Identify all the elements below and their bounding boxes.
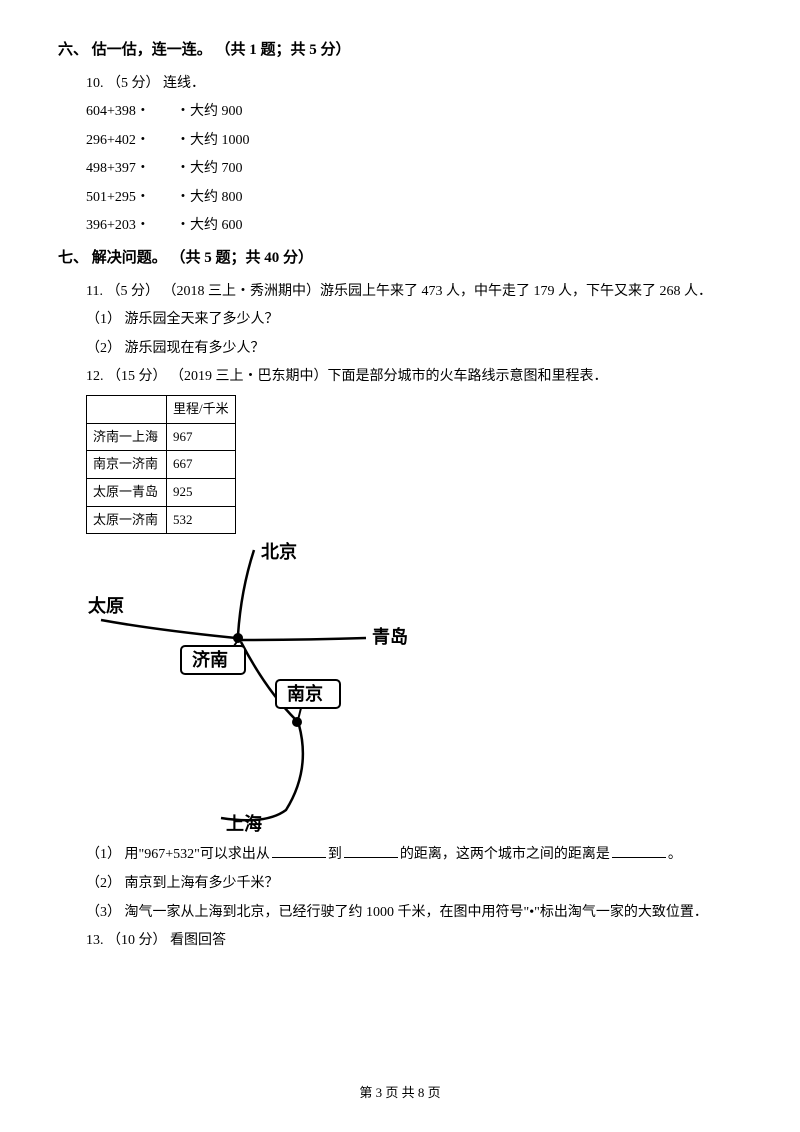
match-left: 396+203・ bbox=[86, 213, 176, 240]
q13-header: 13. （10 分） 看图回答 bbox=[58, 928, 742, 955]
table-row: 里程/千米 bbox=[87, 395, 236, 423]
blank-input[interactable] bbox=[344, 844, 398, 858]
match-row: 296+402・ ・大约 1000 bbox=[58, 128, 742, 155]
match-left: 296+402・ bbox=[86, 128, 176, 155]
q12-sub1-b: 到 bbox=[328, 847, 342, 862]
table-cell bbox=[87, 395, 167, 423]
q12-sub3: （3） 淘气一家从上海到北京，已经行驶了约 1000 千米，在图中用符号"•"标… bbox=[58, 900, 742, 927]
match-right: ・大约 1000 bbox=[176, 128, 250, 155]
table-header-distance: 里程/千米 bbox=[167, 395, 236, 423]
q12-sub2: （2） 南京到上海有多少千米？ bbox=[58, 871, 742, 898]
match-row: 498+397・ ・大约 700 bbox=[58, 156, 742, 183]
match-row: 604+398・ ・大约 900 bbox=[58, 99, 742, 126]
section-6-heading: 六、 估一估，连一连。 （共 1 题；共 5 分） bbox=[58, 36, 742, 65]
table-cell-dist: 925 bbox=[167, 479, 236, 507]
blank-input[interactable] bbox=[272, 844, 326, 858]
table-cell-dist: 967 bbox=[167, 423, 236, 451]
q12-sub1: （1） 用"967+532"可以求出从 到 的距离，这两个城市之间的距离是 。 bbox=[58, 842, 742, 869]
q11-sub2: （2） 游乐园现在有多少人？ bbox=[58, 336, 742, 363]
table-cell-route: 济南一上海 bbox=[87, 423, 167, 451]
table-cell-route: 太原一青岛 bbox=[87, 479, 167, 507]
match-right: ・大约 800 bbox=[176, 185, 243, 212]
match-row: 396+203・ ・大约 600 bbox=[58, 213, 742, 240]
match-left: 498+397・ bbox=[86, 156, 176, 183]
q12-header: 12. （15 分） （2019 三上・巴东期中）下面是部分城市的火车路线示意图… bbox=[58, 364, 742, 391]
map-label-shanghai: 上海 bbox=[226, 813, 262, 834]
map-label-nanjing: 南京 bbox=[287, 683, 323, 704]
table-cell-dist: 667 bbox=[167, 451, 236, 479]
mileage-table: 里程/千米 济南一上海 967 南京一济南 667 太原一青岛 925 太原一济… bbox=[86, 395, 236, 534]
table-cell-route: 南京一济南 bbox=[87, 451, 167, 479]
q12-sub1-d: 。 bbox=[668, 847, 682, 862]
q10-header: 10. （5 分） 连线． bbox=[58, 71, 742, 98]
section-7-heading: 七、 解决问题。 （共 5 题；共 40 分） bbox=[58, 244, 742, 273]
match-right: ・大约 900 bbox=[176, 99, 243, 126]
q11-header: 11. （5 分） （2018 三上・秀洲期中）游乐园上午来了 473 人，中午… bbox=[58, 279, 742, 306]
blank-input[interactable] bbox=[612, 844, 666, 858]
map-label-qingdao: 青岛 bbox=[372, 626, 408, 647]
table-row: 太原一济南 532 bbox=[87, 506, 236, 534]
q12-sub1-a: （1） 用"967+532"可以求出从 bbox=[86, 847, 270, 862]
rail-map: 北京 太原 青岛 上海 济南 南京 bbox=[86, 540, 426, 840]
table-row: 南京一济南 667 bbox=[87, 451, 236, 479]
q12-sub1-c: 的距离，这两个城市之间的距离是 bbox=[400, 847, 610, 862]
table-row: 太原一青岛 925 bbox=[87, 479, 236, 507]
map-label-taiyuan: 太原 bbox=[88, 595, 124, 616]
match-right: ・大约 600 bbox=[176, 213, 243, 240]
match-right: ・大约 700 bbox=[176, 156, 243, 183]
map-label-jinan: 济南 bbox=[192, 649, 228, 670]
table-cell-dist: 532 bbox=[167, 506, 236, 534]
table-cell-route: 太原一济南 bbox=[87, 506, 167, 534]
match-left: 501+295・ bbox=[86, 185, 176, 212]
page-footer: 第 3 页 共 8 页 bbox=[0, 1081, 800, 1106]
match-left: 604+398・ bbox=[86, 99, 176, 126]
match-row: 501+295・ ・大约 800 bbox=[58, 185, 742, 212]
table-row: 济南一上海 967 bbox=[87, 423, 236, 451]
map-label-beijing: 北京 bbox=[261, 541, 297, 562]
q11-sub1: （1） 游乐园全天来了多少人？ bbox=[58, 307, 742, 334]
